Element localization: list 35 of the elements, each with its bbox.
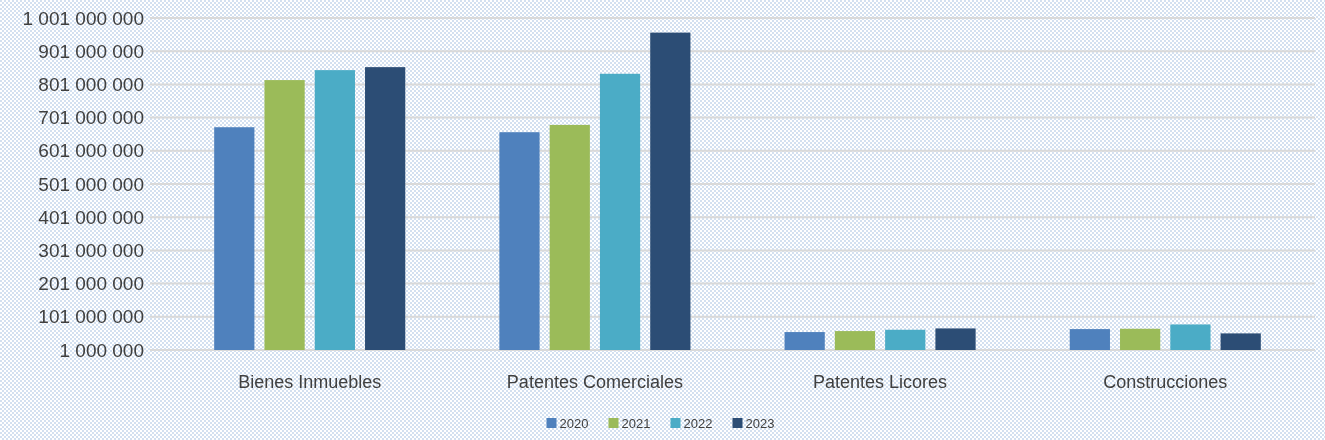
y-tick-label: 801 000 000: [38, 74, 144, 96]
y-tick-label: 301 000 000: [38, 240, 144, 262]
bar: [264, 80, 305, 350]
y-tick-label: 1 001 000 000: [22, 7, 144, 29]
y-tick-label: 401 000 000: [38, 206, 144, 228]
y-tick-label: 1 000 000: [59, 339, 144, 361]
x-tick-label: Bienes Inmuebles: [238, 372, 382, 392]
bar: [784, 332, 825, 350]
x-tick-label: Patentes Licores: [813, 372, 948, 392]
y-tick-label: 701 000 000: [38, 107, 144, 129]
y-tick-label: 501 000 000: [38, 173, 144, 195]
y-tick-label: 101 000 000: [38, 306, 144, 328]
bar: [1170, 324, 1211, 350]
legend-label: 2022: [683, 416, 713, 431]
bar: [214, 127, 255, 350]
bar: [499, 132, 540, 350]
bar: [314, 70, 355, 350]
bar: [599, 73, 641, 350]
bar: [1069, 329, 1110, 350]
bar: [935, 328, 976, 350]
bar: [650, 32, 691, 350]
bar: [834, 331, 876, 350]
bar: [1120, 328, 1161, 350]
bar: [365, 67, 406, 350]
legend-label: 2023: [745, 416, 775, 431]
bar: [1220, 333, 1261, 350]
legend-label: 2020: [559, 416, 589, 431]
legend-label: 2021: [621, 416, 651, 431]
y-tick-label: 901 000 000: [38, 40, 144, 62]
y-tick-label: 201 000 000: [38, 273, 144, 295]
bar: [885, 329, 926, 350]
y-tick-label: 601 000 000: [38, 140, 144, 162]
x-tick-label: Construcciones: [1103, 372, 1228, 392]
bar: [549, 124, 590, 350]
x-tick-label: Patentes Comerciales: [506, 372, 683, 392]
